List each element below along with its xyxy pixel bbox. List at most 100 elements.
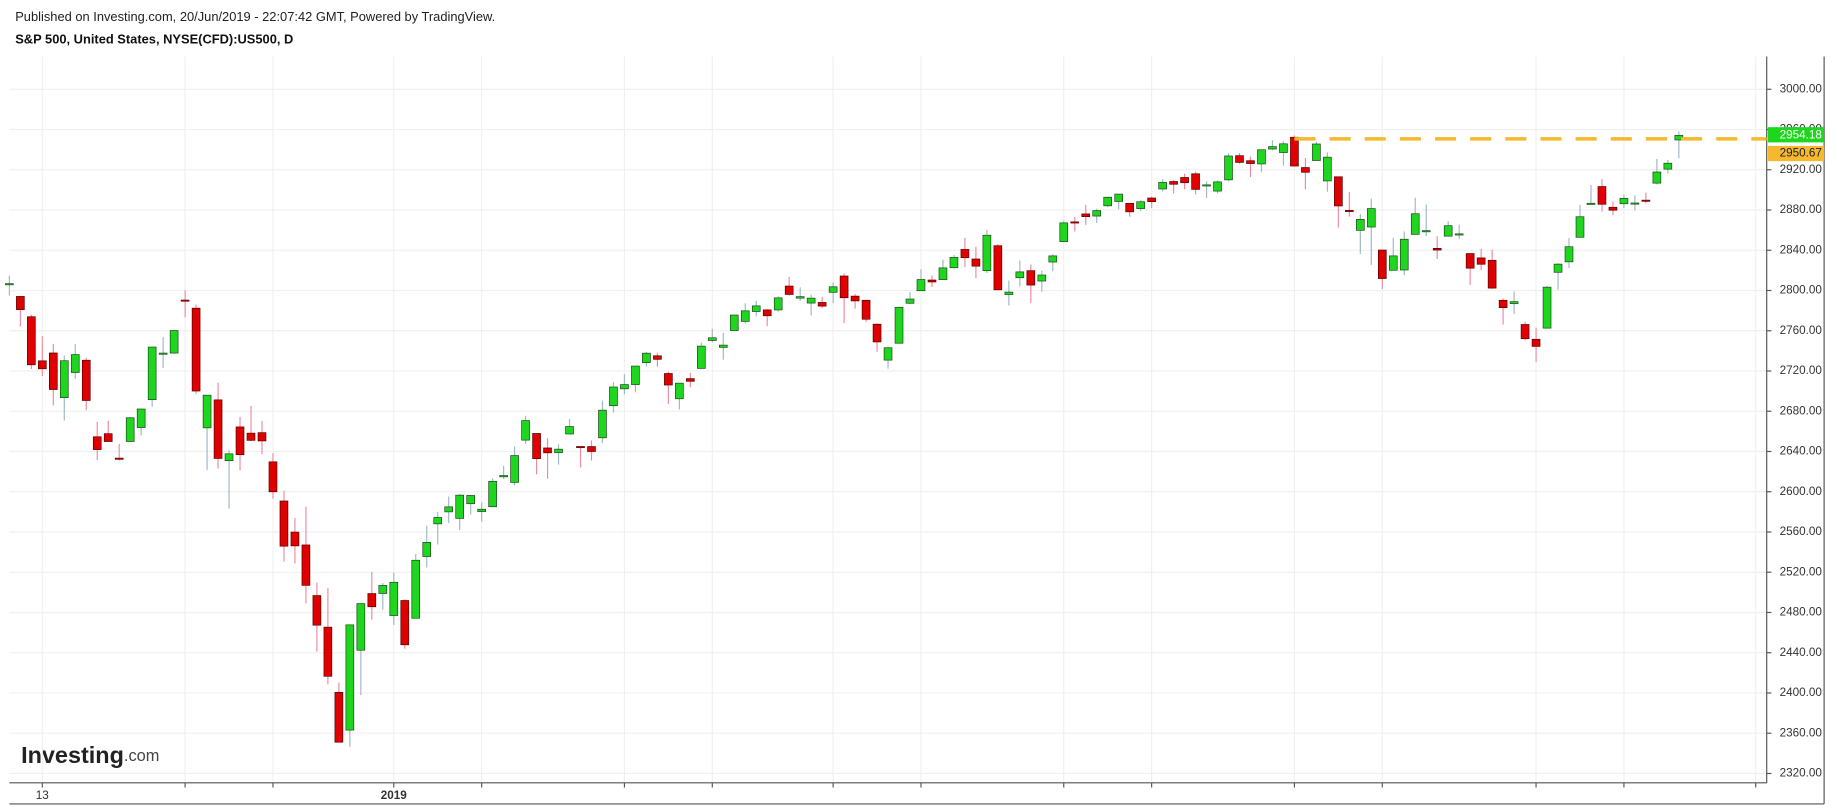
candle-body — [1180, 177, 1189, 184]
y-tick-label: 2320.00 — [1780, 767, 1823, 780]
candle-body — [224, 453, 234, 461]
candle-body — [532, 433, 541, 459]
y-tick-label: 2720.00 — [1780, 364, 1823, 377]
candle-body — [1202, 184, 1211, 187]
candle-body — [686, 378, 695, 382]
candle-body — [1103, 196, 1113, 207]
candle-body — [1213, 181, 1222, 192]
candle-body — [301, 544, 311, 586]
candle-body — [191, 307, 201, 392]
candle-body — [136, 408, 146, 428]
candle-body — [960, 249, 970, 259]
candle-body — [38, 360, 47, 370]
candle-body — [1235, 155, 1244, 163]
candle-body — [1081, 213, 1091, 217]
candle-body — [1059, 222, 1069, 242]
candle-body — [1663, 162, 1673, 170]
candle-body — [334, 692, 344, 743]
candle-body — [576, 446, 585, 449]
candle-body — [1377, 249, 1387, 279]
candle-body — [1048, 255, 1058, 263]
candle-body — [1367, 208, 1376, 228]
candle-body — [92, 436, 102, 450]
candle-body — [433, 517, 443, 525]
candle-body — [1619, 197, 1629, 205]
candle-body — [565, 426, 574, 435]
candle-body — [169, 330, 179, 354]
candle-body — [806, 297, 816, 304]
candle-body — [1487, 259, 1497, 289]
hline-price-label: 2950.67 — [1780, 147, 1822, 160]
y-tick-label: 2760.00 — [1780, 324, 1823, 337]
candle-body — [653, 355, 662, 360]
candle-body — [510, 455, 519, 483]
candle-body — [773, 297, 783, 311]
candle-body — [1279, 143, 1288, 153]
candle-body — [1268, 146, 1277, 150]
candle-body — [664, 373, 673, 386]
candle-body — [927, 279, 937, 283]
candle-body — [675, 382, 684, 400]
candle-body — [5, 283, 14, 286]
candle-body — [1015, 271, 1025, 279]
candle-body — [1509, 301, 1519, 305]
candle-body — [158, 352, 168, 355]
candle-body — [49, 352, 58, 390]
candle-body — [147, 346, 157, 401]
candle-body — [1290, 136, 1299, 167]
candle-body — [1334, 176, 1343, 207]
candle-body — [1553, 263, 1563, 273]
candle-body — [1026, 270, 1036, 286]
candle-body — [290, 531, 300, 547]
candle-body — [872, 323, 882, 343]
candle-body — [1454, 233, 1464, 236]
candle-body — [27, 316, 36, 366]
candle-body — [356, 603, 366, 651]
candle-body — [202, 394, 212, 429]
candle-body — [740, 310, 750, 322]
y-tick-label: 2560.00 — [1780, 525, 1823, 538]
candle-body — [762, 309, 772, 317]
candle-body — [1586, 202, 1596, 205]
x-tick-label: 13 — [36, 789, 49, 802]
candle-body — [1531, 338, 1541, 347]
candle-body — [1147, 197, 1156, 203]
y-tick-label: 2480.00 — [1780, 606, 1823, 619]
y-tick-label: 2360.00 — [1780, 726, 1823, 739]
candle-body — [422, 541, 432, 557]
candle-body — [1542, 286, 1552, 329]
candle-body — [993, 245, 1003, 291]
logo-main: Investing — [21, 742, 124, 768]
candle-body — [1410, 213, 1420, 235]
candle-body — [213, 399, 223, 459]
candle-body — [839, 275, 849, 299]
candle-body — [1498, 299, 1508, 308]
candle-body — [81, 359, 91, 401]
candle-body — [1136, 201, 1145, 209]
candle-body — [916, 279, 926, 292]
candle-body — [411, 559, 421, 619]
candle-body — [1421, 230, 1431, 233]
candle-body — [345, 624, 355, 731]
candle-body — [817, 302, 827, 307]
candle-body — [850, 295, 860, 302]
candle-body — [466, 495, 475, 505]
candle-body — [609, 386, 618, 407]
candle-body — [1597, 186, 1607, 205]
candle-body — [1092, 210, 1102, 217]
last-price-box — [1767, 127, 1825, 143]
candle-body — [1114, 193, 1123, 202]
y-tick-label: 2600.00 — [1780, 485, 1823, 498]
candle-body — [729, 314, 739, 331]
y-tick-label: 2640.00 — [1780, 445, 1823, 458]
candle-body — [1301, 167, 1310, 173]
candle-body — [543, 447, 552, 454]
candle-body — [70, 354, 80, 373]
candle-body — [631, 365, 640, 385]
candle-body — [1169, 181, 1178, 185]
logo-suffix: .com — [124, 747, 160, 765]
candle-body — [1652, 171, 1662, 184]
candle-body — [1520, 324, 1530, 340]
